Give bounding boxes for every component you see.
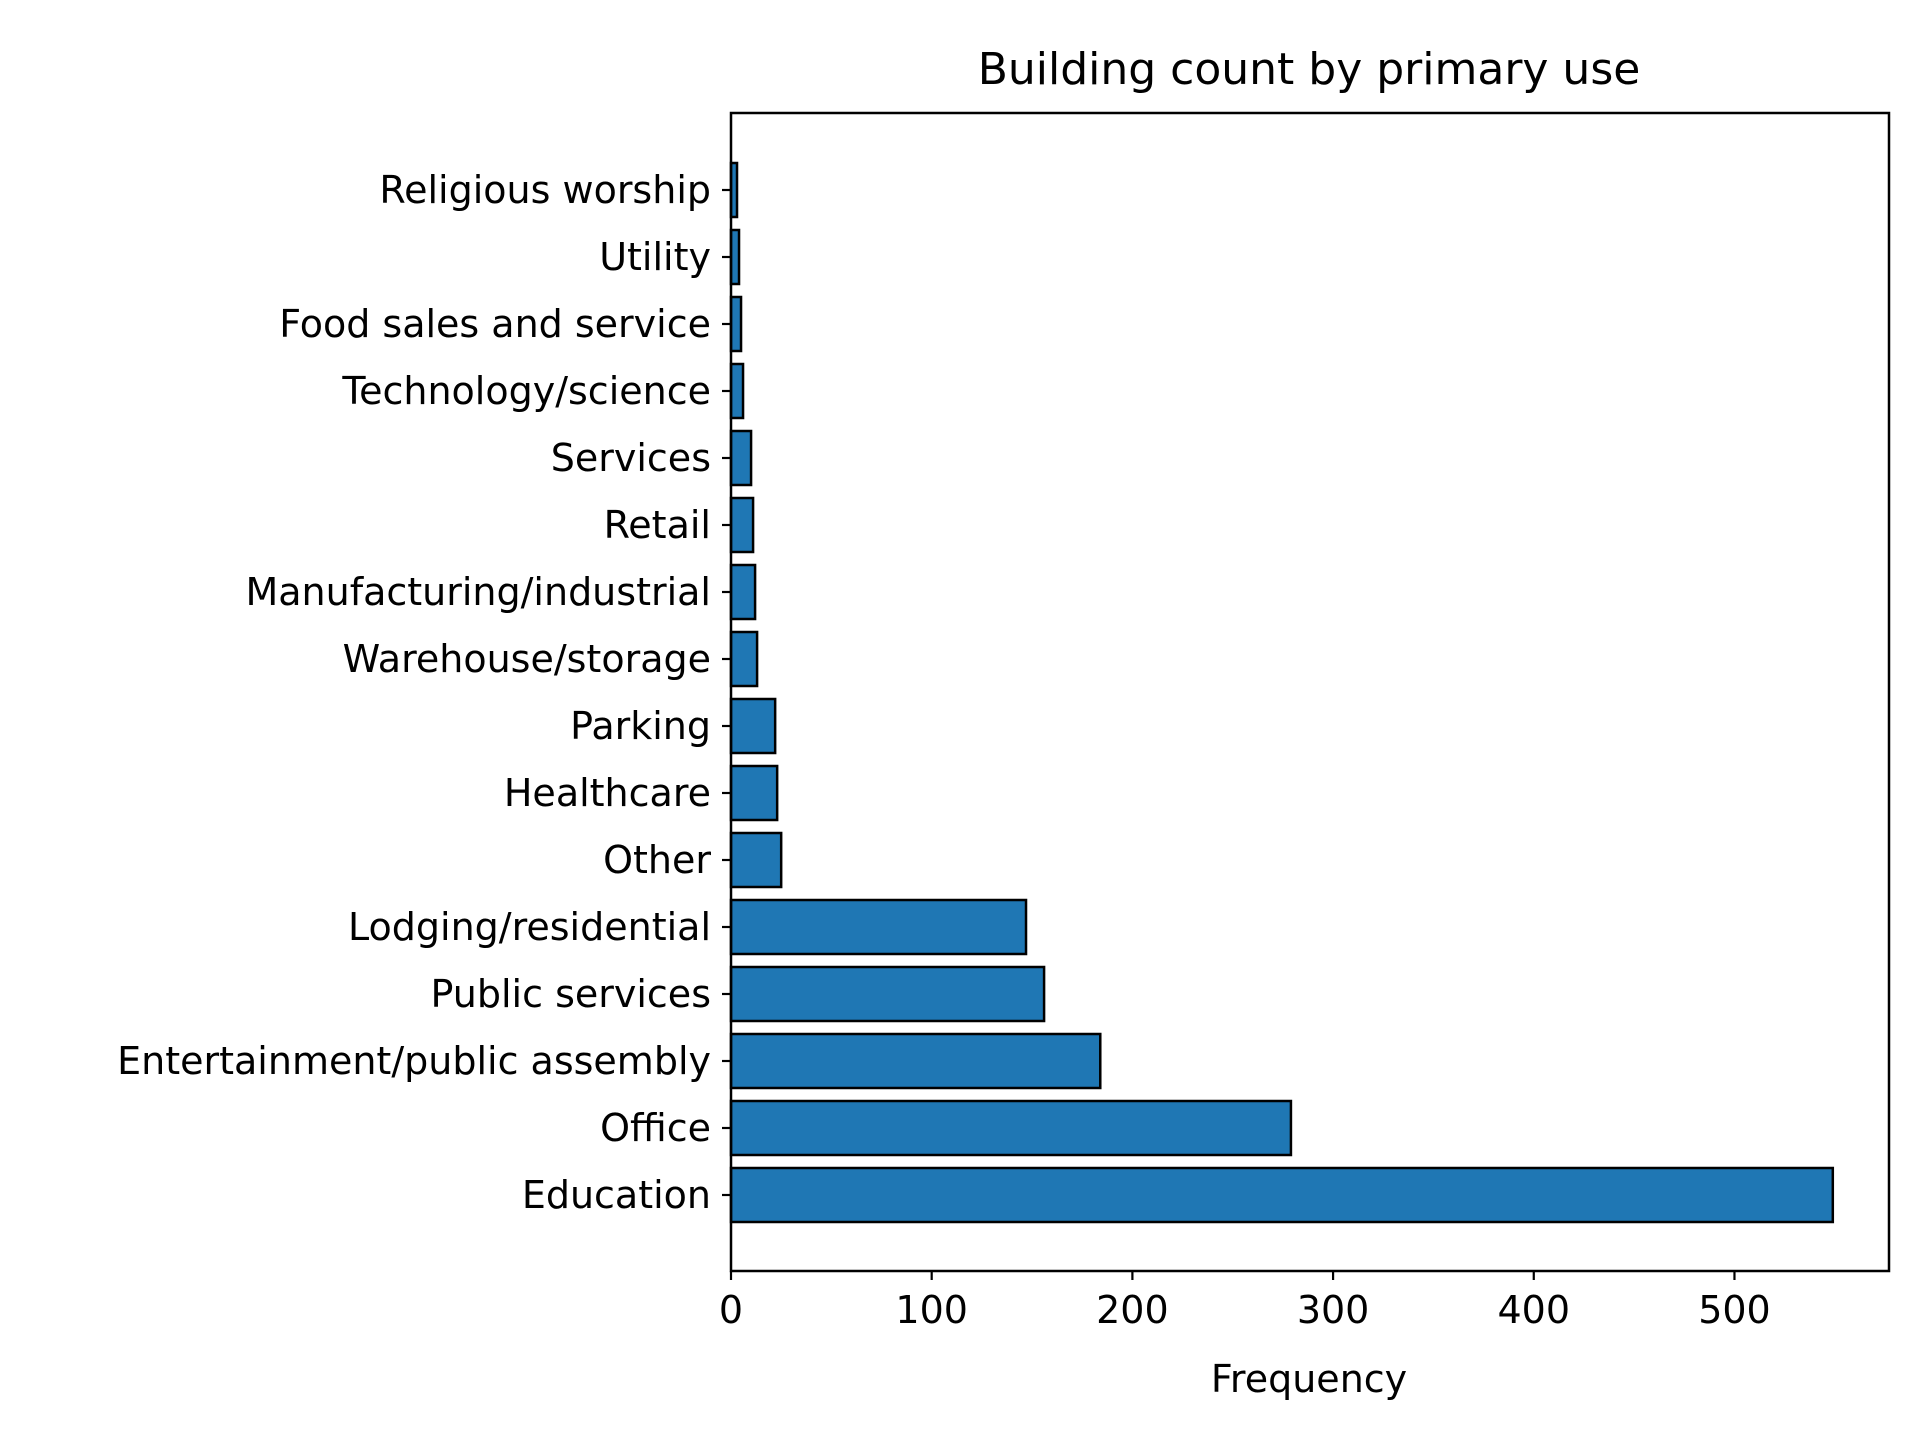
bar-food-sales-and-service	[729, 295, 743, 353]
bars-layer	[729, 161, 1835, 1224]
bar-parking	[729, 697, 777, 755]
y-tick-label: Lodging/residential	[348, 905, 711, 949]
chart-title: Building count by primary use	[978, 44, 1641, 95]
x-tick-label: 0	[719, 1288, 743, 1332]
y-tick-label: Utility	[599, 235, 711, 279]
plot-frame	[729, 111, 1891, 1273]
x-tick-label: 400	[1498, 1288, 1571, 1332]
bar-healthcare	[729, 764, 779, 822]
x-tick-label: 200	[1096, 1288, 1169, 1332]
bar-other	[729, 831, 783, 889]
bar-technology-science	[729, 362, 745, 420]
y-axis: Education Office Entertainment/public asse…	[117, 168, 731, 1217]
bar-lodging-residential	[729, 898, 1028, 956]
y-tick-label: Parking	[570, 704, 711, 748]
bar-services	[729, 429, 753, 487]
bar-manufacturing-industrial	[729, 563, 757, 621]
y-tick-label: Warehouse/storage	[343, 637, 711, 681]
y-tick-label: Retail	[604, 503, 711, 547]
y-tick-label: Education	[522, 1173, 711, 1217]
bar-office	[729, 1099, 1293, 1157]
x-tick-label: 300	[1297, 1288, 1370, 1332]
bar-entertainment-public-assembly	[729, 1032, 1102, 1090]
x-tick-label: 500	[1698, 1288, 1771, 1332]
y-tick-label: Food sales and service	[279, 302, 711, 346]
y-tick-label: Public services	[431, 972, 711, 1016]
y-tick-label: Other	[603, 838, 711, 882]
x-tick-label: 100	[895, 1288, 968, 1332]
y-tick-label: Manufacturing/industrial	[245, 570, 711, 614]
bar-retail	[729, 496, 755, 554]
y-tick-label: Office	[600, 1106, 711, 1150]
y-tick-label: Healthcare	[504, 771, 711, 815]
bar-education	[729, 1166, 1835, 1224]
bar-public-services	[729, 965, 1046, 1023]
bar-warehouse-storage	[729, 630, 759, 688]
x-axis-label: Frequency	[1211, 1357, 1407, 1401]
y-tick-label: Entertainment/public assembly	[117, 1039, 711, 1083]
y-tick-label: Services	[551, 436, 711, 480]
y-tick-label: Technology/science	[341, 369, 711, 413]
y-tick-label: Religious worship	[379, 168, 711, 212]
x-axis: 0 100 200 300 400 500	[719, 1271, 1771, 1332]
